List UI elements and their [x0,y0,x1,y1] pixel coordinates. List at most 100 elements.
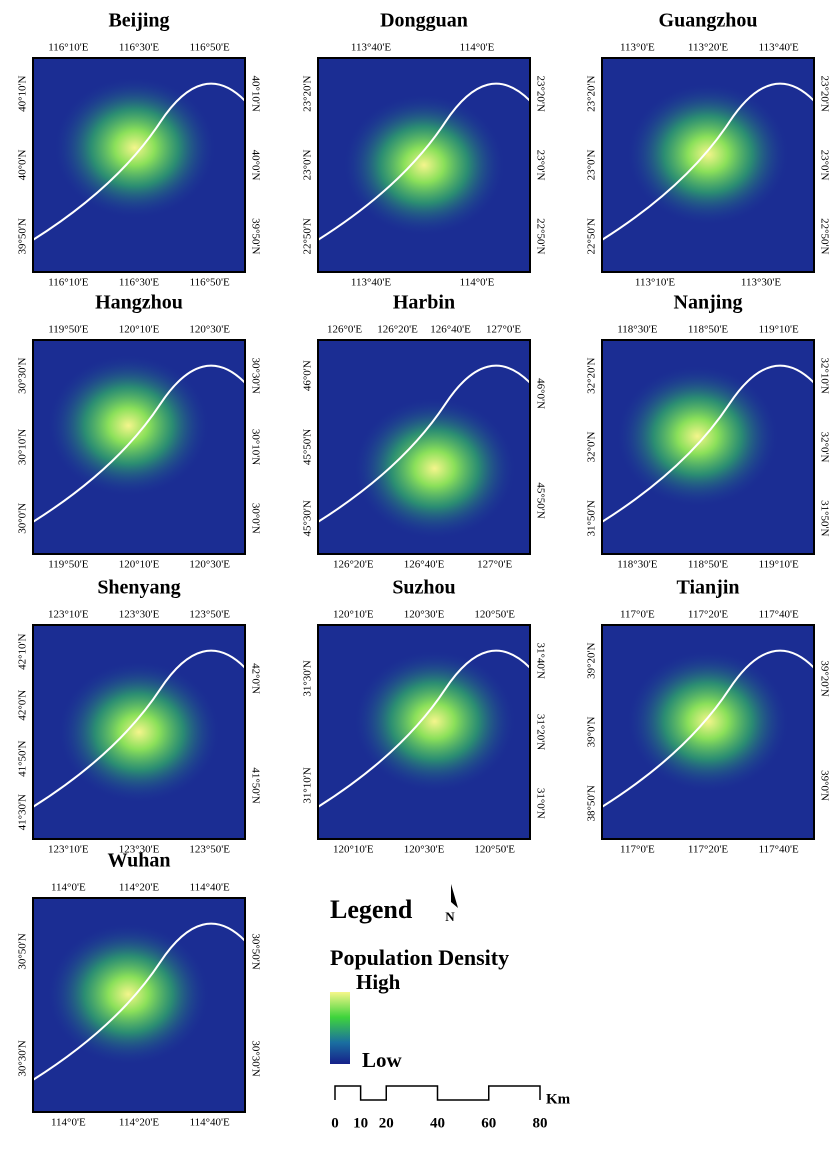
left-coordinate: 31°10'N [302,767,314,803]
top-coordinate: 118°50'E [688,324,728,336]
right-coordinate: 30°30'N [249,1040,261,1076]
top-coordinate: 116°10'E [48,42,88,54]
scale-tick-label: 0 [331,1115,339,1131]
left-coordinate: 23°0'N [302,150,314,181]
bottom-coordinate: 116°10'E [48,277,88,289]
map-frame [317,339,531,555]
map-panel: Guangzhou 113°0'E 113°20'E 113°40'E 113°10'E… [586,10,831,289]
panel-title: Nanjing [674,292,743,314]
left-coordinate: 42°0'N [17,690,29,721]
map-frame [32,57,246,273]
bottom-coordinate: 120°30'E [404,844,445,856]
right-coordinate: 45°50'N [534,482,546,518]
top-coordinate: 120°10'E [333,609,374,621]
river [317,364,531,523]
right-coordinate: 32°10'N [818,358,830,394]
map-frame [32,624,246,840]
bottom-coordinate: 119°10'E [759,559,799,571]
density-hotspot [48,924,209,1065]
right-coordinate: 31°20'N [534,714,546,750]
map-panel: Hangzhou 119°50'E 120°10'E 120°30'E 119°50'E… [17,292,262,571]
bottom-coordinate: 120°50'E [474,844,515,856]
bottom-coordinate: 114°40'E [190,1117,230,1129]
map-panel: Beijing 116°10'E 116°30'E 116°50'E 116°10'E 1… [17,10,262,289]
map-frame [32,339,246,555]
right-coordinate: 30°50'N [249,933,261,969]
top-coordinate: 113°40'E [759,42,799,54]
scale-tick-label: 40 [430,1115,445,1131]
bottom-coordinate: 119°50'E [48,559,88,571]
legend-low: Low [362,1048,403,1072]
bottom-coordinate: 120°10'E [119,559,160,571]
right-coordinate: 42°0'N [249,663,261,694]
bottom-coordinate: 114°20'E [119,1117,159,1129]
right-coordinate: 30°30'N [249,358,261,394]
density-hotspot [628,84,788,225]
right-coordinate: 31°50'N [818,500,830,536]
bottom-coordinate: 114°0'E [460,277,495,289]
left-coordinate: 30°10'N [17,429,29,465]
top-coordinate: 123°30'E [119,609,160,621]
top-coordinate: 126°0'E [327,324,362,336]
river [601,364,815,523]
river [32,82,246,241]
left-coordinate: 22°50'N [302,218,314,254]
right-coordinate: 22°50'N [534,218,546,254]
left-coordinate: 40°0'N [17,150,29,181]
left-coordinate: 38°50'N [586,785,598,821]
bottom-coordinate: 116°50'E [190,277,230,289]
top-coordinate: 123°50'E [189,609,230,621]
legend-title: Legend [330,895,413,924]
top-coordinate: 126°40'E [430,324,471,336]
river [601,649,815,808]
bottom-coordinate: 116°30'E [119,277,159,289]
top-coordinate: 113°40'E [351,42,391,54]
top-coordinate: 120°10'E [119,324,160,336]
top-coordinate: 119°10'E [759,324,799,336]
north-arrow [451,884,458,908]
river [32,922,246,1081]
top-coordinate: 120°30'E [189,324,230,336]
panel-title: Shenyang [97,577,180,599]
river [32,364,246,523]
legend-variable: Population Density [330,945,509,970]
river [601,82,815,241]
left-coordinate: 23°20'N [302,75,314,111]
right-coordinate: 23°0'N [534,150,546,181]
left-coordinate: 45°50'N [302,429,314,465]
left-coordinate: 46°0'N [302,360,314,391]
map-panel: Harbin 126°0'E 126°20'E 126°40'E 127°0'E 126°… [302,292,547,571]
bottom-coordinate: 126°40'E [404,559,445,571]
panel-title: Harbin [393,292,455,314]
left-coordinate: 31°30'N [302,660,314,696]
bottom-coordinate: 123°30'E [119,844,160,856]
scale-tick-label: 20 [379,1115,394,1131]
top-coordinate: 116°50'E [190,42,230,54]
right-coordinate: 23°0'N [818,150,830,181]
density-hotspot [354,398,515,539]
bottom-coordinate: 113°10'E [635,277,675,289]
left-coordinate: 30°30'N [17,357,29,393]
scale-tick-label: 10 [353,1115,368,1131]
top-coordinate: 114°20'E [119,882,159,894]
top-coordinate: 116°30'E [119,42,159,54]
left-coordinate: 45°30'N [302,500,314,536]
left-coordinate: 31°50'N [586,500,598,536]
left-coordinate: 40°10'N [17,75,29,111]
right-coordinate: 30°0'N [249,503,261,534]
left-coordinate: 30°30'N [17,1040,29,1076]
bottom-coordinate: 114°0'E [51,1117,86,1129]
top-coordinate: 120°50'E [474,609,515,621]
bottom-coordinate: 117°40'E [759,844,799,856]
right-coordinate: 41°50'N [249,767,261,803]
top-coordinate: 113°0'E [620,42,655,54]
bottom-coordinate: 118°50'E [688,559,728,571]
top-coordinate: 114°0'E [460,42,495,54]
right-coordinate: 40°10'N [249,76,261,112]
map-frame [317,57,531,273]
bottom-coordinate: 123°50'E [189,844,230,856]
scale-unit: Km [546,1091,571,1107]
right-coordinate: 22°50'N [818,218,830,254]
left-coordinate: 22°50'N [586,218,598,254]
